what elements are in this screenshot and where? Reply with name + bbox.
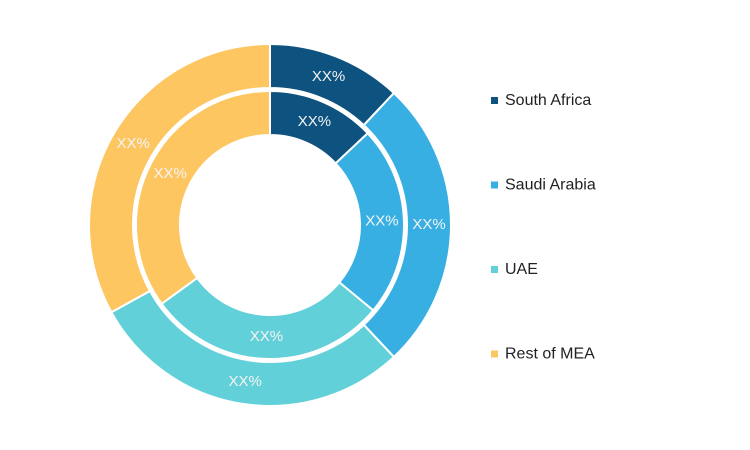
data-label: XX% (154, 165, 187, 182)
data-label: XX% (365, 212, 398, 229)
legend-label: Rest of MEA (505, 346, 595, 363)
donut-segment (160, 276, 375, 360)
data-label: XX% (412, 216, 445, 233)
data-label: XX% (312, 68, 345, 85)
legend-label: Saudi Arabia (505, 177, 596, 194)
legend-label: South Africa (505, 92, 591, 109)
data-label: XX% (298, 113, 331, 130)
legend-swatch (491, 266, 498, 273)
legend-swatch (491, 181, 498, 189)
legend-label: UAE (505, 261, 538, 278)
donut-segment (135, 89, 271, 306)
data-label: XX% (228, 373, 261, 390)
data-label: XX% (116, 135, 149, 152)
legend-swatch (491, 97, 498, 104)
donut-segment (88, 42, 271, 314)
legend-swatch (491, 350, 498, 358)
data-label: XX% (250, 328, 283, 345)
